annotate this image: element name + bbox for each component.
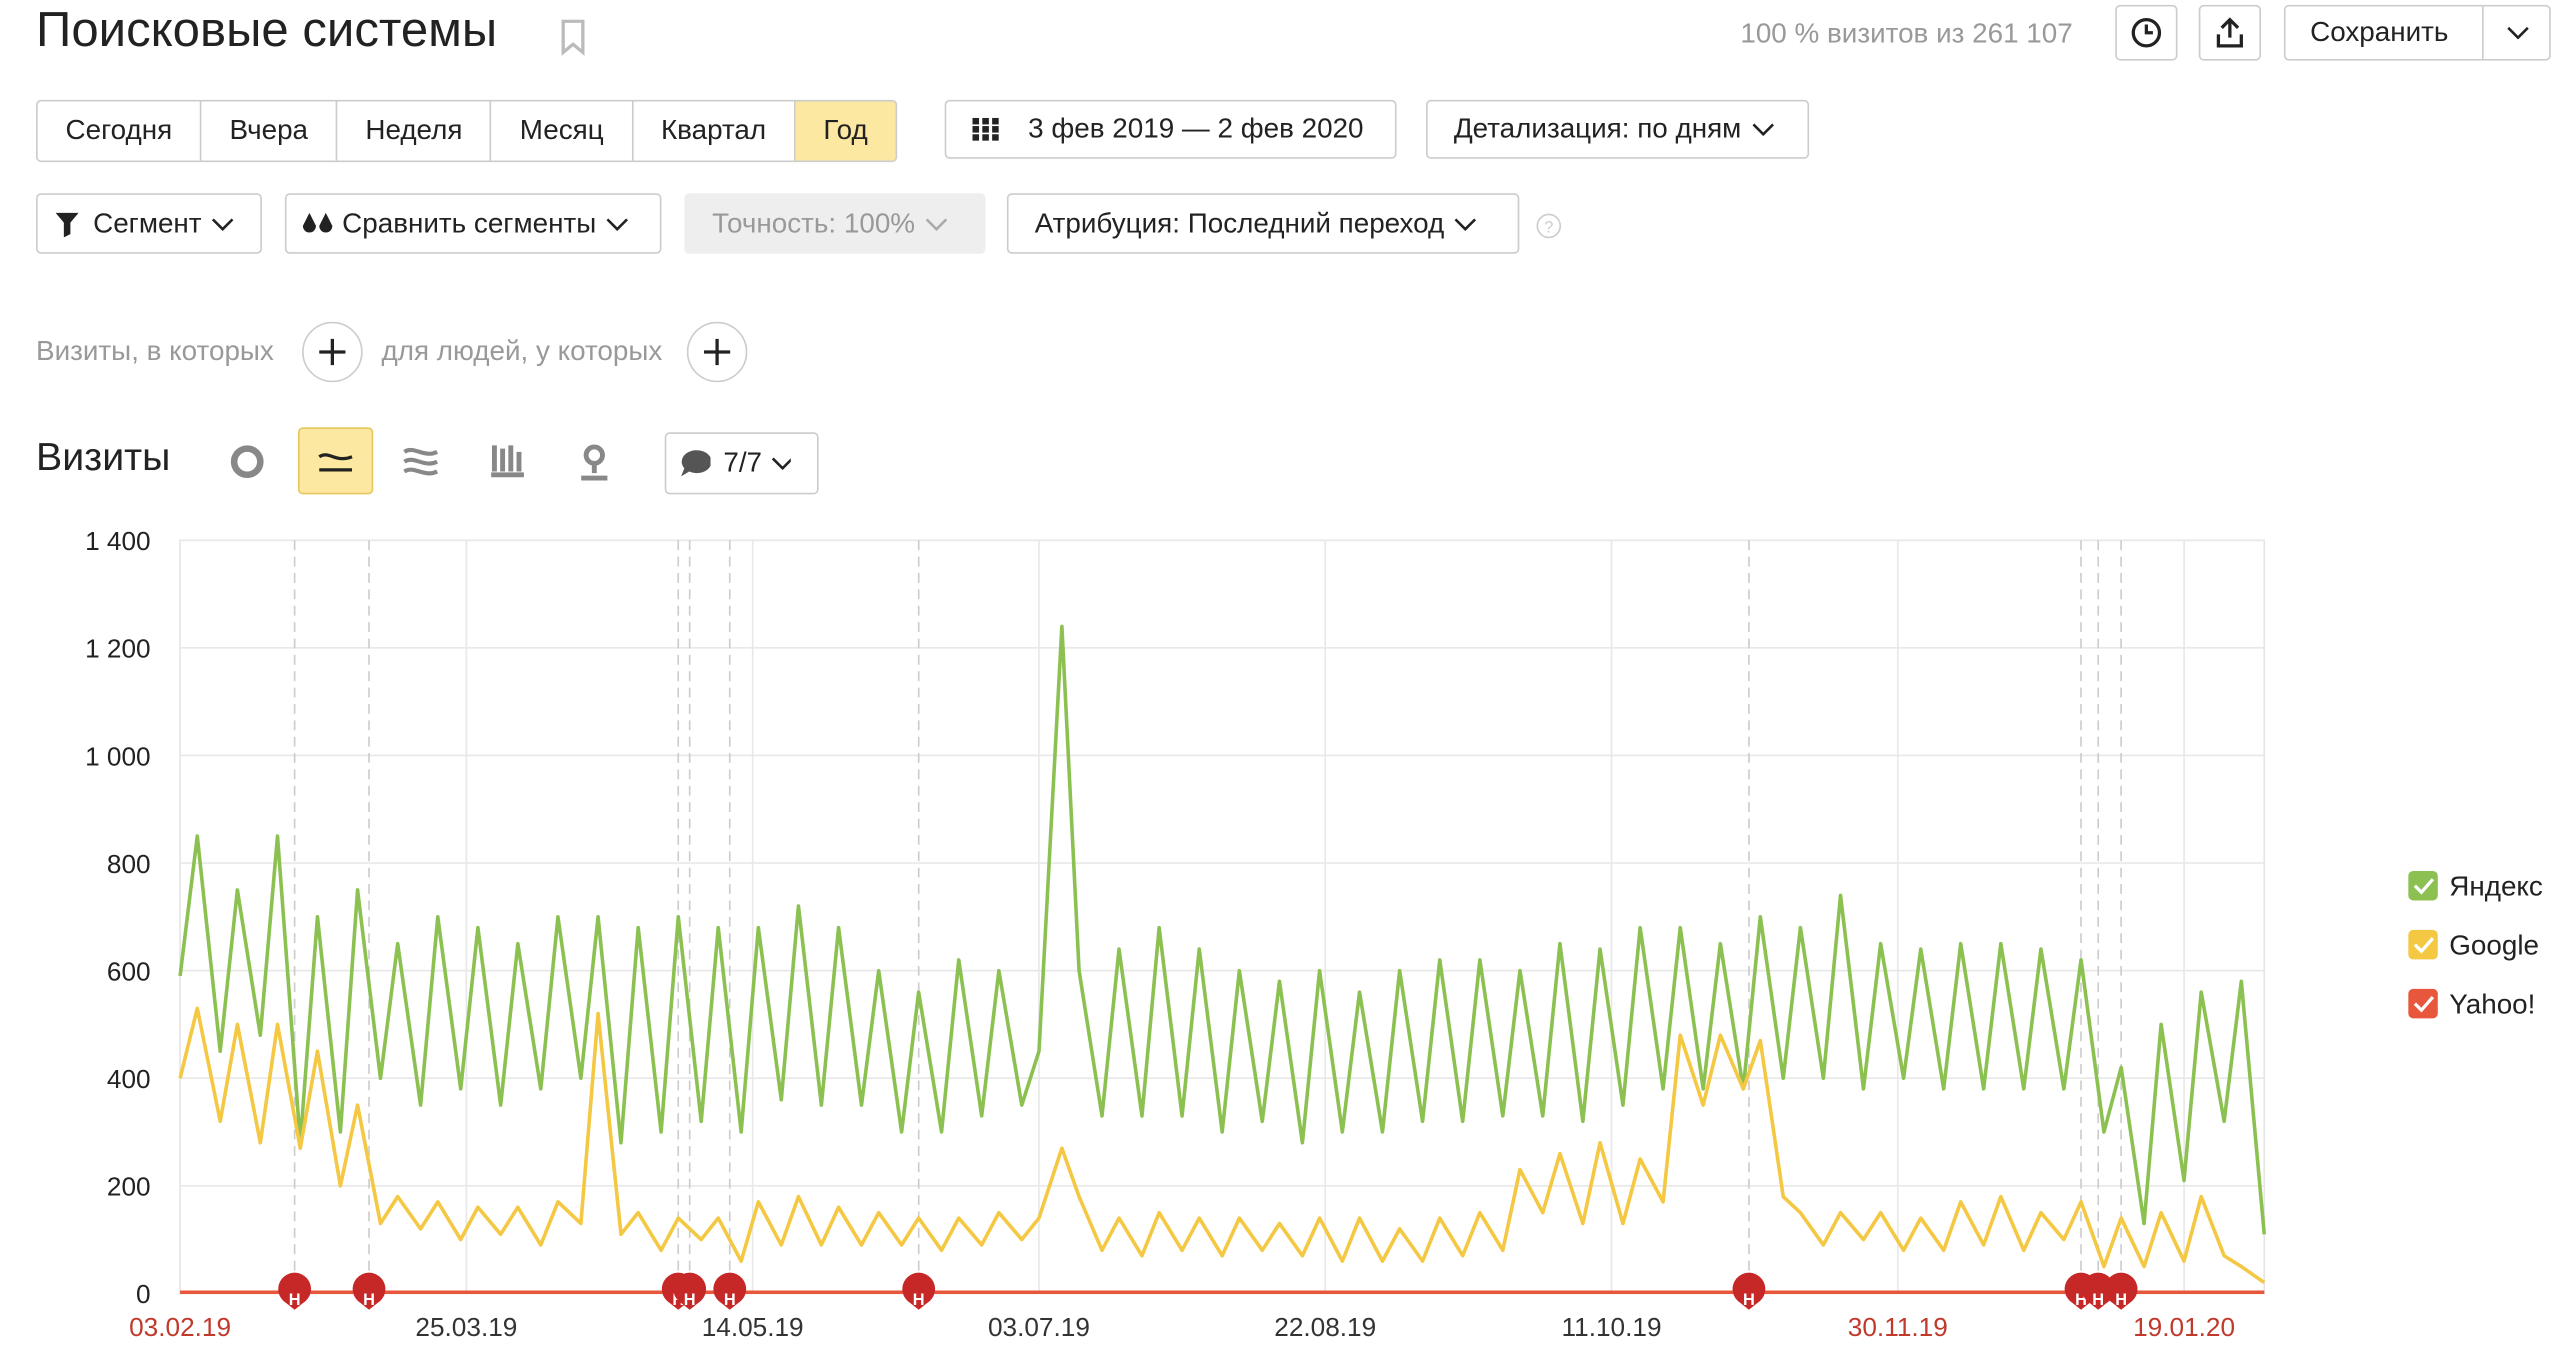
annotation-marker bbox=[2104, 1272, 2138, 1310]
annotation-label: Н bbox=[913, 1291, 925, 1309]
y-tick-label: 1 200 bbox=[85, 634, 151, 664]
condition-label: для людей, у которых bbox=[381, 335, 663, 367]
annotation-label: Н bbox=[2115, 1291, 2127, 1309]
filter-label: Атрибуция: Последний переход bbox=[1034, 207, 1445, 239]
plot-area bbox=[179, 539, 2266, 1295]
bookmark-icon[interactable] bbox=[560, 19, 586, 56]
detail-label: Детализация: по дням bbox=[1453, 112, 1742, 145]
legend-swatch bbox=[2408, 988, 2438, 1019]
svg-text:?: ? bbox=[1544, 218, 1553, 236]
legend-label: Google bbox=[2449, 929, 2539, 960]
y-tick-label: 600 bbox=[107, 956, 151, 986]
visits-info: 100 % визитов из 261 107 bbox=[1740, 18, 2073, 50]
annotation-marker bbox=[352, 1272, 386, 1310]
attribution-button[interactable]: Атрибуция: Последний переход bbox=[1006, 193, 1520, 254]
annotation-marker bbox=[902, 1272, 936, 1310]
detail-button[interactable]: Детализация: по дням bbox=[1426, 99, 1810, 159]
annotation-marker bbox=[673, 1272, 707, 1310]
period-button[interactable]: Сегодня bbox=[38, 101, 202, 161]
series-line bbox=[178, 624, 2267, 1235]
x-tick-label: 30.11.19 bbox=[1848, 1312, 1948, 1342]
x-tick-label: 03.07.19 bbox=[988, 1312, 1090, 1342]
compare-button[interactable]: Сравнить сегменты bbox=[284, 193, 662, 254]
condition-label: Визиты, в которых bbox=[36, 335, 274, 367]
period-button[interactable]: Квартал bbox=[633, 101, 796, 161]
legend-swatch bbox=[2408, 929, 2438, 960]
annotation-label: Н bbox=[684, 1291, 696, 1309]
annotation-marker bbox=[1732, 1272, 1766, 1310]
x-tick-label: 14.05.19 bbox=[702, 1312, 804, 1342]
annotation-label: Н bbox=[1743, 1291, 1755, 1309]
accuracy-button[interactable]: Точность: 100% bbox=[684, 193, 986, 254]
chart-title: Визиты bbox=[36, 435, 171, 480]
export-button[interactable] bbox=[2198, 4, 2261, 61]
filter-label: Сравнить сегменты bbox=[342, 207, 597, 239]
period-button[interactable]: Неделя bbox=[338, 101, 492, 161]
legend-check bbox=[2413, 878, 2435, 895]
save-label: Сохранить bbox=[2310, 16, 2449, 48]
map-view-icon[interactable] bbox=[576, 442, 612, 481]
legend-check bbox=[2413, 937, 2435, 954]
y-tick-label: 0 bbox=[136, 1279, 151, 1309]
notes-button[interactable]: 7/7 bbox=[664, 432, 819, 495]
period-button[interactable]: Вчера bbox=[202, 101, 338, 161]
y-tick-label: 1 000 bbox=[85, 741, 151, 771]
history-button[interactable] bbox=[2115, 4, 2178, 61]
segment-button[interactable]: Сегмент bbox=[36, 193, 262, 254]
x-tick-label: 03.02.19 bbox=[129, 1312, 231, 1342]
area-view-icon[interactable] bbox=[403, 445, 439, 478]
x-tick-label: 22.08.19 bbox=[1274, 1312, 1376, 1342]
save-button[interactable]: Сохранить bbox=[2283, 4, 2551, 61]
date-range-button[interactable]: 3 фев 2019 — 2 фев 2020 bbox=[944, 99, 1397, 159]
legend-check bbox=[2413, 995, 2435, 1013]
annotation-marker bbox=[713, 1272, 747, 1310]
y-tick-label: 1 400 bbox=[85, 526, 151, 556]
y-tick-label: 800 bbox=[107, 849, 151, 879]
annotation-label: Н bbox=[289, 1291, 301, 1309]
period-selector: Сегодня Вчера Неделя Месяц Квартал Год bbox=[36, 99, 898, 163]
series-line bbox=[178, 1006, 2266, 1285]
date-range: 3 фев 2019 — 2 фев 2020 bbox=[1028, 112, 1364, 145]
annotation-label: Н bbox=[724, 1291, 736, 1309]
legend-label: Яндекс bbox=[2449, 871, 2543, 902]
annotation-label: Н bbox=[363, 1291, 375, 1309]
filter-label: Точность: 100% bbox=[712, 207, 916, 239]
annotation-label: Н bbox=[2075, 1291, 2087, 1309]
bar-view-icon[interactable] bbox=[490, 442, 526, 478]
x-tick-label: 25.03.19 bbox=[415, 1312, 517, 1342]
line-view-button[interactable] bbox=[297, 427, 374, 495]
y-tick-label: 400 bbox=[107, 1064, 151, 1094]
period-button[interactable]: Месяц bbox=[492, 101, 634, 161]
legend-swatch bbox=[2408, 870, 2438, 901]
period-button[interactable]: Год bbox=[795, 101, 896, 161]
filter-label: Сегмент bbox=[93, 207, 202, 239]
legend-label: Yahoo! bbox=[2449, 988, 2535, 1019]
annotation-marker bbox=[278, 1272, 311, 1310]
x-tick-label: 19.01.20 bbox=[2133, 1312, 2235, 1342]
x-tick-label: 11.10.19 bbox=[1562, 1312, 1662, 1342]
page-title: Поисковые системы bbox=[36, 3, 498, 58]
notes-count: 7/7 bbox=[723, 446, 763, 479]
pie-view-icon[interactable] bbox=[229, 444, 265, 480]
add-condition[interactable] bbox=[686, 321, 748, 383]
annotation-label: Н bbox=[2092, 1291, 2104, 1309]
help-icon[interactable]: ? bbox=[1536, 213, 1562, 239]
y-tick-label: 200 bbox=[107, 1172, 151, 1202]
add-condition[interactable] bbox=[301, 321, 363, 383]
